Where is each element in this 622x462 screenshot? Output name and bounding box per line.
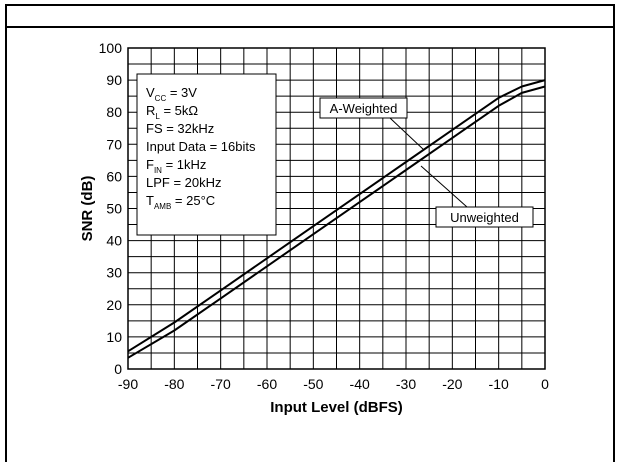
series-line-a-weighted <box>127 79 546 353</box>
y-tick-label: 90 <box>106 72 122 88</box>
cond-fin: FIN = 1kHz <box>146 157 206 175</box>
cond-input-data: Input Data = 16bits <box>146 139 256 154</box>
a-weighted-callout: A-Weighted <box>319 97 425 151</box>
figure-frame <box>5 4 615 462</box>
y-tick-label: 30 <box>106 265 122 281</box>
x-tick-label: -60 <box>257 376 277 392</box>
series-lines <box>127 79 546 359</box>
y-tick-label: 0 <box>114 361 122 377</box>
x-tick-label: -50 <box>303 376 323 392</box>
y-tick-label: 20 <box>106 297 122 313</box>
x-tick-labels: -90 -80 -70 -60 -50 -40 -30 -20 -10 0 <box>118 376 549 392</box>
x-axis-label: Input Level (dBFS) <box>270 399 403 416</box>
a-weighted-label: A-Weighted <box>330 101 398 116</box>
unweighted-label: Unweighted <box>450 210 519 225</box>
x-tick-label: -40 <box>350 376 370 392</box>
y-tick-label: 40 <box>106 233 122 249</box>
y-tick-label: 10 <box>106 329 122 345</box>
plot-border <box>127 47 546 370</box>
y-tick-label: 100 <box>99 40 123 56</box>
x-tick-label: -20 <box>442 376 462 392</box>
cond-lpf: LPF = 20kHz <box>146 175 222 190</box>
y-tick-labels: 0 10 20 30 40 50 60 70 80 90 100 <box>99 40 123 377</box>
cond-rl: RL = 5kΩ <box>146 103 198 121</box>
series-line-unweighted <box>127 85 546 359</box>
y-tick-label: 50 <box>106 201 122 217</box>
x-tick-label: -80 <box>164 376 184 392</box>
y-tick-label: 70 <box>106 136 122 152</box>
conditions-box: VCC = 3V RL = 5kΩ FS = 32kHz Input Data … <box>136 73 277 236</box>
y-axis-label: SNR (dB) <box>79 176 96 242</box>
x-tick-label: -10 <box>489 376 509 392</box>
x-tick-label: 0 <box>541 376 549 392</box>
x-tick-label: -70 <box>211 376 231 392</box>
cond-vcc: VCC = 3V <box>146 85 197 103</box>
x-tick-label: -30 <box>396 376 416 392</box>
cond-tamb: TAMB = 25°C <box>146 193 215 211</box>
unweighted-callout: Unweighted <box>420 165 534 228</box>
y-tick-label: 60 <box>106 168 122 184</box>
y-tick-label: 80 <box>106 104 122 120</box>
figure-top-rule <box>5 26 615 28</box>
cond-fs: FS = 32kHz <box>146 121 214 136</box>
x-tick-label: -90 <box>118 376 138 392</box>
